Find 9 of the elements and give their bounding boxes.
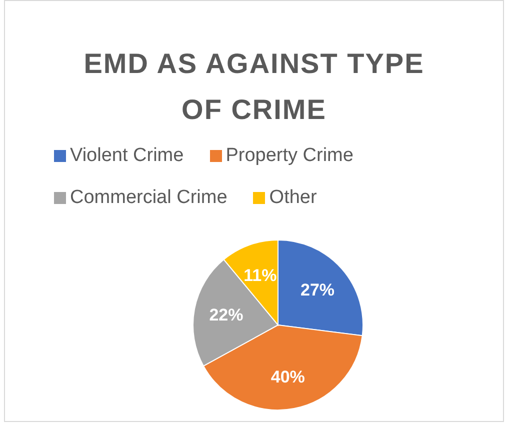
chart-title: EMD AS AGAINST TYPE OF CRIME	[82, 47, 426, 127]
data-label: 27%	[300, 280, 335, 300]
legend-label: Violent Crime	[69, 145, 184, 167]
data-label: 11%	[244, 266, 277, 285]
legend-label: Property Crime	[224, 145, 354, 167]
legend-label: Other	[268, 187, 317, 209]
legend-label: Commercial Crime	[69, 187, 228, 209]
data-label: 22%	[209, 306, 244, 325]
data-label: 40%	[270, 367, 305, 386]
